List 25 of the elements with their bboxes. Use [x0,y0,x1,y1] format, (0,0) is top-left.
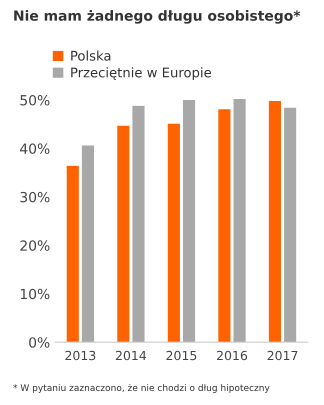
legend-label: Przeciętnie w Europie [71,67,212,80]
y-tick-label: 10% [20,288,50,300]
y-tick-label: 30% [20,192,50,202]
x-tick-label: 2013 [65,350,96,360]
bar [218,109,230,342]
x-tick-label: 2015 [166,350,196,360]
y-tick-label: 50% [20,94,50,106]
bar [132,106,145,342]
y-tick-label: 0% [29,337,50,348]
bar [117,126,130,342]
bar [284,108,296,342]
x-tick-label: 2017 [268,350,298,360]
bar [182,100,196,342]
x-tick-label: 2016 [216,350,248,360]
chart-title: Nie mam żadnego długu osobistego* [14,10,300,24]
bar [268,100,282,342]
bar [168,124,180,342]
bar [234,99,246,342]
bar [66,166,79,342]
y-tick-label: 20% [20,240,50,251]
x-tick-label: 2014 [116,350,146,360]
legend-label: Polska [71,50,110,61]
bar [82,146,94,342]
text: * W pytaniu zaznaczono, że nie chodzi o dług hipoteczny [13,384,270,393]
y-tick-label: 40% [20,143,50,154]
